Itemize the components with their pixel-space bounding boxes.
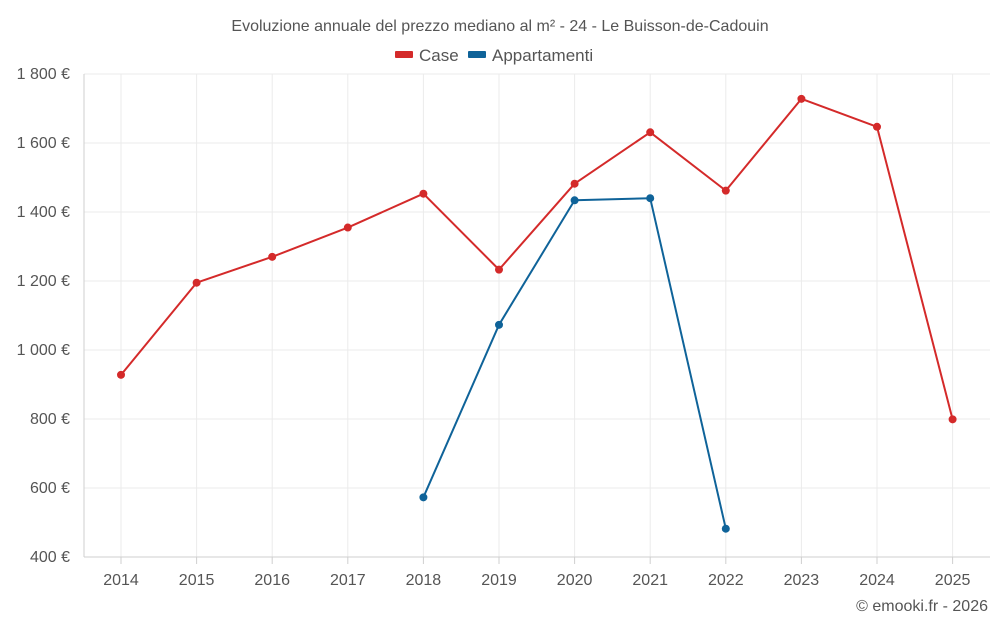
series-appartamenti — [419, 194, 730, 533]
y-tick-label: 400 € — [30, 549, 70, 566]
data-point-case-2025[interactable] — [948, 415, 957, 424]
x-tick-label: 2020 — [557, 572, 593, 589]
legend-swatch-case — [395, 51, 413, 58]
data-point-case-2015[interactable] — [192, 278, 201, 287]
y-tick-label: 1 000 € — [17, 342, 70, 359]
y-tick-label: 1 600 € — [17, 135, 70, 152]
series-case — [117, 94, 957, 424]
data-point-case-2014[interactable] — [117, 370, 125, 379]
x-tick-label: 2016 — [254, 572, 290, 589]
data-point-case-2023[interactable] — [797, 94, 806, 103]
legend-label-appartamenti: Appartamenti — [492, 46, 593, 65]
y-tick-label: 600 € — [30, 480, 70, 497]
x-tick-label: 2018 — [406, 572, 442, 589]
x-tick-label: 2014 — [103, 572, 139, 589]
data-point-case-2016[interactable] — [268, 252, 277, 261]
data-point-case-2019[interactable] — [495, 265, 503, 274]
legend-label-case: Case — [419, 46, 459, 65]
series-line-case — [120, 97, 954, 421]
x-tick-label: 2017 — [330, 572, 366, 589]
data-point-case-2021[interactable] — [646, 128, 655, 137]
legend-item-appartamenti[interactable]: Appartamenti — [468, 46, 593, 65]
axes: 400 € 600 € 800 € 1 000 € 1 200 € 1 400 € 1 60… — [17, 66, 990, 589]
data-point-case-2024[interactable] — [873, 122, 881, 131]
data-point-case-2018[interactable] — [419, 189, 428, 198]
x-tick-label: 2015 — [179, 572, 215, 589]
legend-swatch-appartamenti — [468, 51, 486, 58]
credit-text: © emooki.fr - 2026 — [856, 598, 988, 615]
data-point-case-2020[interactable] — [570, 179, 579, 188]
x-tick-label: 2019 — [481, 572, 517, 589]
data-point-appartamenti-2019[interactable] — [495, 320, 503, 329]
x-tick-label: 2024 — [859, 572, 895, 589]
data-point-case-2017[interactable] — [343, 223, 352, 232]
series — [117, 94, 957, 533]
x-tick-label: 2023 — [784, 572, 820, 589]
legend: Case Appartamenti — [395, 46, 593, 65]
y-tick-label: 1 200 € — [17, 273, 70, 290]
y-tick-label: 800 € — [30, 411, 70, 428]
data-point-appartamenti-2022[interactable] — [721, 524, 730, 533]
legend-item-case[interactable]: Case — [395, 46, 459, 65]
x-tick-label: 2025 — [935, 572, 971, 589]
grid — [84, 73, 990, 558]
data-point-case-2022[interactable] — [721, 186, 730, 195]
y-tick-label: 1 400 € — [17, 204, 70, 221]
chart-title: Evoluzione annuale del prezzo mediano al… — [231, 18, 768, 35]
x-tick-label: 2021 — [632, 572, 668, 589]
x-tick-label: 2022 — [708, 572, 744, 589]
data-point-appartamenti-2018[interactable] — [419, 493, 428, 502]
y-tick-label: 1 800 € — [17, 66, 70, 83]
data-point-appartamenti-2020[interactable] — [570, 196, 579, 205]
data-point-appartamenti-2021[interactable] — [646, 194, 655, 203]
